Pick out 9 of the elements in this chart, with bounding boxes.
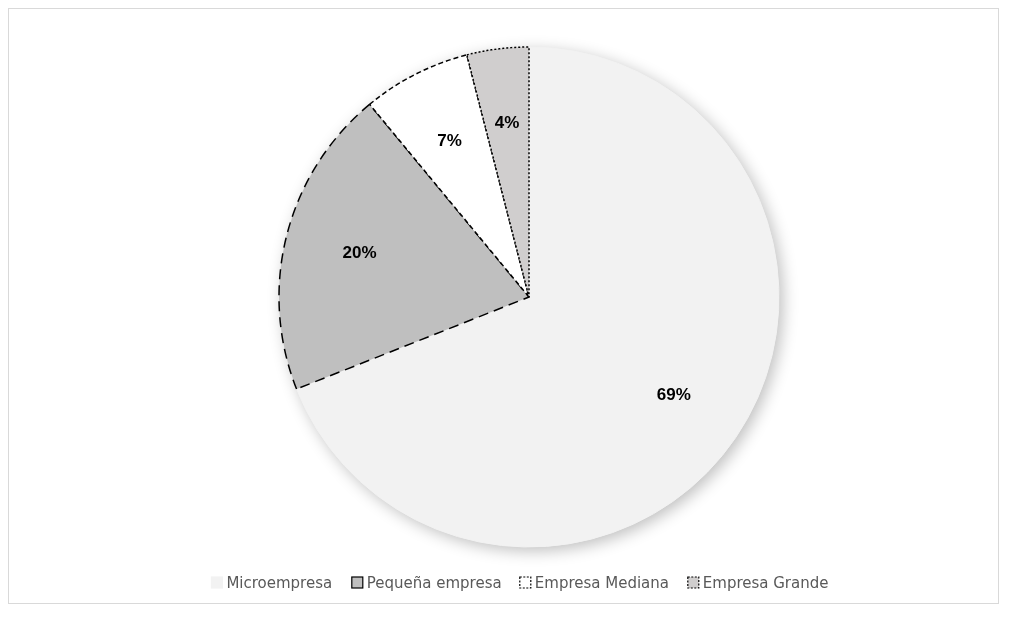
data-label: 20% bbox=[342, 242, 377, 262]
legend-label: Empresa Grande bbox=[702, 573, 829, 592]
data-label: 69% bbox=[656, 384, 691, 404]
data-label: 4% bbox=[494, 112, 520, 132]
pie-slice bbox=[296, 46, 780, 548]
data-label: 7% bbox=[437, 130, 462, 150]
legend-label: Empresa Mediana bbox=[534, 573, 669, 592]
legend-label: Pequeña empresa bbox=[366, 573, 502, 592]
legend-label: Microempresa bbox=[226, 573, 333, 592]
